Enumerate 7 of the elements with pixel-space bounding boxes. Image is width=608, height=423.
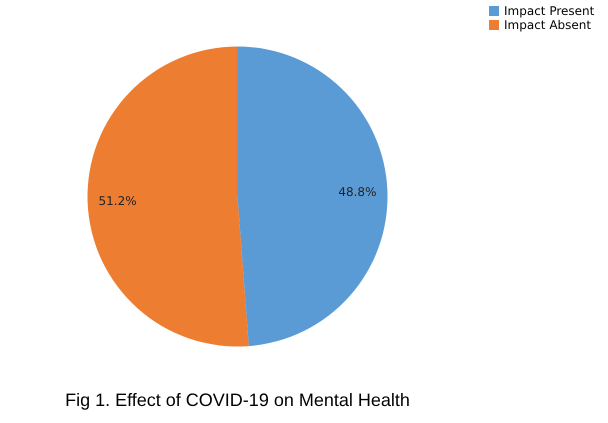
data-label: 48.8% [338,184,376,199]
legend-label: Impact Present [504,4,595,18]
pie-slice [88,46,249,346]
text: Fig 1. Effect of COVID-19 on Mental Health [65,390,410,410]
data-label: 51.2% [98,194,137,208]
legend-label: Impact Absent [504,18,592,32]
pie-slice [238,46,388,346]
